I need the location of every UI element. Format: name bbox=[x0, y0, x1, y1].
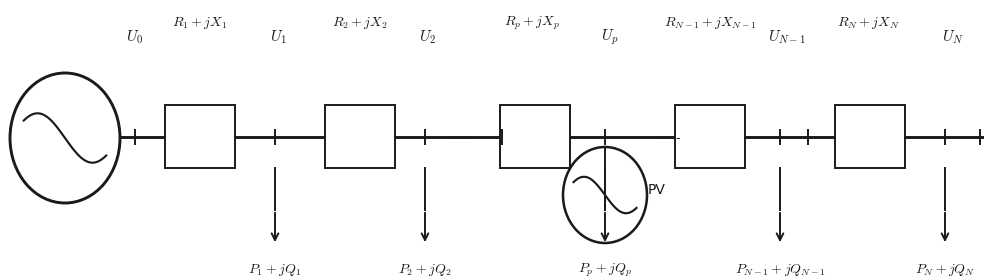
Text: $R_1+jX_1$: $R_1+jX_1$ bbox=[172, 15, 228, 31]
Text: $P_N+jQ_N$: $P_N+jQ_N$ bbox=[915, 262, 975, 277]
Text: $R_{N-1}+jX_{N-1}$: $R_{N-1}+jX_{N-1}$ bbox=[664, 15, 756, 31]
Text: $R_N+jX_N$: $R_N+jX_N$ bbox=[837, 15, 899, 31]
Bar bbox=[675, 105, 745, 168]
Text: $U_1$: $U_1$ bbox=[270, 28, 286, 46]
Bar bbox=[835, 105, 905, 168]
Text: $U_N$: $U_N$ bbox=[942, 28, 964, 46]
Text: $P_2+jQ_2$: $P_2+jQ_2$ bbox=[398, 262, 452, 277]
Bar bbox=[165, 105, 235, 168]
Text: - - -: - - - bbox=[449, 132, 471, 145]
Bar bbox=[325, 105, 395, 168]
Text: - - -: - - - bbox=[659, 132, 681, 145]
Text: $P_{N-1}+jQ_{N-1}$: $P_{N-1}+jQ_{N-1}$ bbox=[735, 262, 825, 277]
Text: $U_0$: $U_0$ bbox=[126, 28, 144, 46]
Text: PV: PV bbox=[648, 183, 666, 197]
Bar bbox=[500, 105, 570, 168]
Text: $R_p+jX_p$: $R_p+jX_p$ bbox=[504, 15, 560, 32]
Text: $U_2$: $U_2$ bbox=[419, 28, 437, 46]
Text: $R_2+jX_2$: $R_2+jX_2$ bbox=[332, 15, 388, 31]
Text: $P_p+jQ_p$: $P_p+jQ_p$ bbox=[578, 262, 632, 277]
Text: $P_1+jQ_1$: $P_1+jQ_1$ bbox=[248, 262, 302, 277]
Text: $U_{N-1}$: $U_{N-1}$ bbox=[768, 28, 806, 46]
Text: $U_p$: $U_p$ bbox=[601, 28, 619, 47]
